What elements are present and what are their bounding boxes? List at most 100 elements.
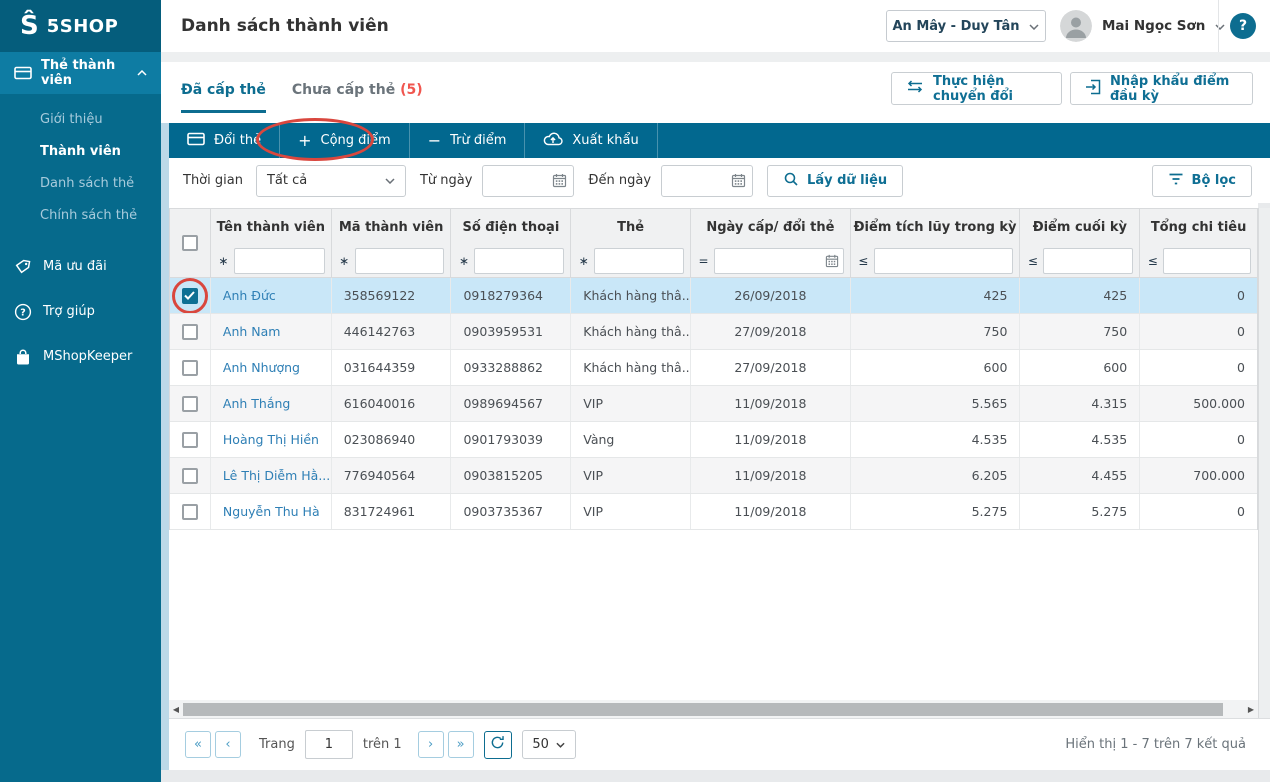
transfer-icon — [906, 80, 924, 97]
member-name-link[interactable]: Anh Nhượng — [210, 350, 331, 385]
calendar-icon[interactable] — [731, 173, 746, 188]
row-checkbox[interactable] — [182, 324, 198, 340]
table-cell: VIP — [570, 494, 690, 529]
tab-chua-cap-the[interactable]: Chưa cấp thẻ (5) — [292, 82, 423, 113]
page-size-select[interactable]: 50 — [522, 730, 576, 759]
member-name-link[interactable]: Anh Thắng — [210, 386, 331, 421]
filter-operator[interactable]: ≤ — [1027, 254, 1038, 268]
tabs-bar: Đã cấp thẻ Chưa cấp thẻ (5) Thực hiện ch… — [161, 62, 1270, 123]
sidebar-item-member-card[interactable]: Thẻ thành viên — [0, 52, 161, 94]
page-title: Danh sách thành viên — [181, 0, 389, 52]
column-header-label[interactable]: Thẻ — [571, 209, 690, 245]
add-points-button[interactable]: + Cộng điểm — [280, 123, 410, 158]
sidebar-subitem-gioi-thieu[interactable]: Giới thiệu — [0, 104, 161, 136]
export-button[interactable]: Xuất khẩu — [525, 123, 657, 158]
member-name-link[interactable]: Lê Thị Diễm Hằ... — [210, 458, 331, 493]
calendar-icon[interactable] — [552, 173, 567, 188]
calendar-icon[interactable] — [825, 254, 839, 268]
sidebar-subitem-chinh-sach-the[interactable]: Chính sách thẻ — [0, 200, 161, 232]
scrollbar-thumb[interactable] — [183, 703, 1223, 716]
member-name-link[interactable]: Hoàng Thị Hiền — [210, 422, 331, 457]
time-range-select[interactable]: Tất cả — [256, 165, 406, 197]
get-data-button[interactable]: Lấy dữ liệu — [767, 165, 903, 197]
page-number-input[interactable] — [305, 730, 353, 759]
import-opening-points-button[interactable]: Nhập khẩu điểm đầu kỳ — [1070, 72, 1253, 105]
column-header-label[interactable]: Tên thành viên — [211, 209, 331, 245]
sidebar-item-ma-uu-dai[interactable]: Mã ưu đãi — [0, 244, 161, 289]
content-left-strip — [161, 123, 169, 770]
filter-input[interactable] — [239, 254, 320, 268]
row-checkbox[interactable] — [182, 468, 198, 484]
app-window: Ŝ 5SHOP Thẻ thành viên Giới thiệu Thành … — [0, 0, 1270, 782]
filter-input[interactable] — [479, 254, 559, 268]
filter-operator[interactable]: ≤ — [1147, 254, 1158, 268]
column-filter: ∗ — [451, 245, 570, 277]
column-header-label[interactable]: Ngày cấp/ đổi thẻ — [691, 209, 850, 245]
refresh-button[interactable] — [484, 731, 512, 759]
column-header-label[interactable]: Điểm tích lũy trong kỳ — [851, 209, 1020, 245]
card-icon — [187, 132, 205, 150]
column-header-label[interactable]: Tổng chi tiêu — [1140, 209, 1257, 245]
scrollbar-track[interactable] — [183, 703, 1244, 716]
filter-operator[interactable]: ∗ — [339, 254, 350, 268]
column-filter: ∗ — [571, 245, 690, 277]
grid-header: Tên thành viên ∗ Mã thành viên ∗ Số điện tho… — [169, 208, 1258, 278]
row-checkbox[interactable] — [182, 360, 198, 376]
table-cell: 0 — [1139, 422, 1257, 457]
table-cell: 750 — [850, 314, 1020, 349]
filter-button[interactable]: Bộ lọc — [1152, 165, 1252, 197]
member-name-link[interactable]: Nguyễn Thu Hà — [210, 494, 331, 529]
next-page-button[interactable]: › — [418, 731, 444, 758]
header-gap — [161, 52, 1270, 62]
row-checkbox[interactable] — [182, 396, 198, 412]
sidebar-item-mshopkeeper[interactable]: MShopKeeper — [0, 334, 161, 379]
help-button[interactable]: ? — [1230, 13, 1256, 39]
tab-da-cap-the[interactable]: Đã cấp thẻ — [181, 82, 266, 113]
row-checkbox[interactable] — [182, 504, 198, 520]
user-menu[interactable]: Mai Ngọc Sơn — [1102, 0, 1225, 52]
row-checkbox[interactable] — [182, 288, 198, 304]
to-date-input[interactable] — [668, 174, 728, 188]
member-name-link[interactable]: Anh Nam — [210, 314, 331, 349]
first-page-button[interactable]: « — [185, 731, 211, 758]
filter-input[interactable] — [1048, 254, 1128, 268]
filter-input[interactable] — [360, 254, 440, 268]
store-selector-dropdown[interactable]: An Mây - Duy Tân — [886, 10, 1046, 42]
filter-operator[interactable]: ∗ — [218, 254, 229, 268]
table-cell: 750 — [1019, 314, 1139, 349]
scroll-right-arrow[interactable]: ▶ — [1244, 705, 1258, 714]
table-cell: 776940564 — [331, 458, 451, 493]
subtract-points-button[interactable]: − Trừ điểm — [410, 123, 526, 158]
sidebar-subitem-thanh-vien[interactable]: Thành viên — [0, 136, 161, 168]
app-logo[interactable]: Ŝ 5SHOP — [0, 0, 161, 52]
select-all-checkbox[interactable] — [182, 235, 198, 251]
filter-operator[interactable]: ∗ — [458, 254, 469, 268]
column-header-label[interactable]: Điểm cuối kỳ — [1020, 209, 1139, 245]
table-cell: 26/09/2018 — [690, 278, 850, 313]
scroll-left-arrow[interactable]: ◀ — [169, 705, 183, 714]
filter-input[interactable] — [879, 254, 1009, 268]
prev-page-button[interactable]: ‹ — [215, 731, 241, 758]
from-date-field — [482, 165, 574, 197]
filter-input[interactable] — [599, 254, 679, 268]
filter-operator[interactable]: ≤ — [858, 254, 869, 268]
change-card-button[interactable]: Đổi thẻ — [169, 123, 280, 158]
from-date-input[interactable] — [489, 174, 549, 188]
filter-input[interactable] — [1168, 254, 1246, 268]
sidebar-item-tro-giup[interactable]: ? Trợ giúp — [0, 289, 161, 334]
grid-column-3: Thẻ ∗ — [570, 209, 690, 277]
sidebar-subitem-danh-sach-the[interactable]: Danh sách thẻ — [0, 168, 161, 200]
filter-input[interactable] — [719, 254, 825, 268]
horizontal-scrollbar[interactable]: ◀ ▶ — [169, 700, 1258, 718]
column-header-label[interactable]: Mã thành viên — [332, 209, 451, 245]
table-cell: 0918279364 — [450, 278, 570, 313]
row-checkbox[interactable] — [182, 432, 198, 448]
vertical-scrollbar-gutter[interactable] — [1258, 208, 1270, 718]
member-name-link[interactable]: Anh Đức — [210, 278, 331, 313]
last-page-button[interactable]: » — [448, 731, 474, 758]
filter-operator[interactable]: ∗ — [578, 254, 589, 268]
convert-button[interactable]: Thực hiện chuyển đổi — [891, 72, 1062, 105]
table-cell: VIP — [570, 386, 690, 421]
filter-operator[interactable]: = — [698, 254, 709, 268]
column-header-label[interactable]: Số điện thoại — [451, 209, 570, 245]
